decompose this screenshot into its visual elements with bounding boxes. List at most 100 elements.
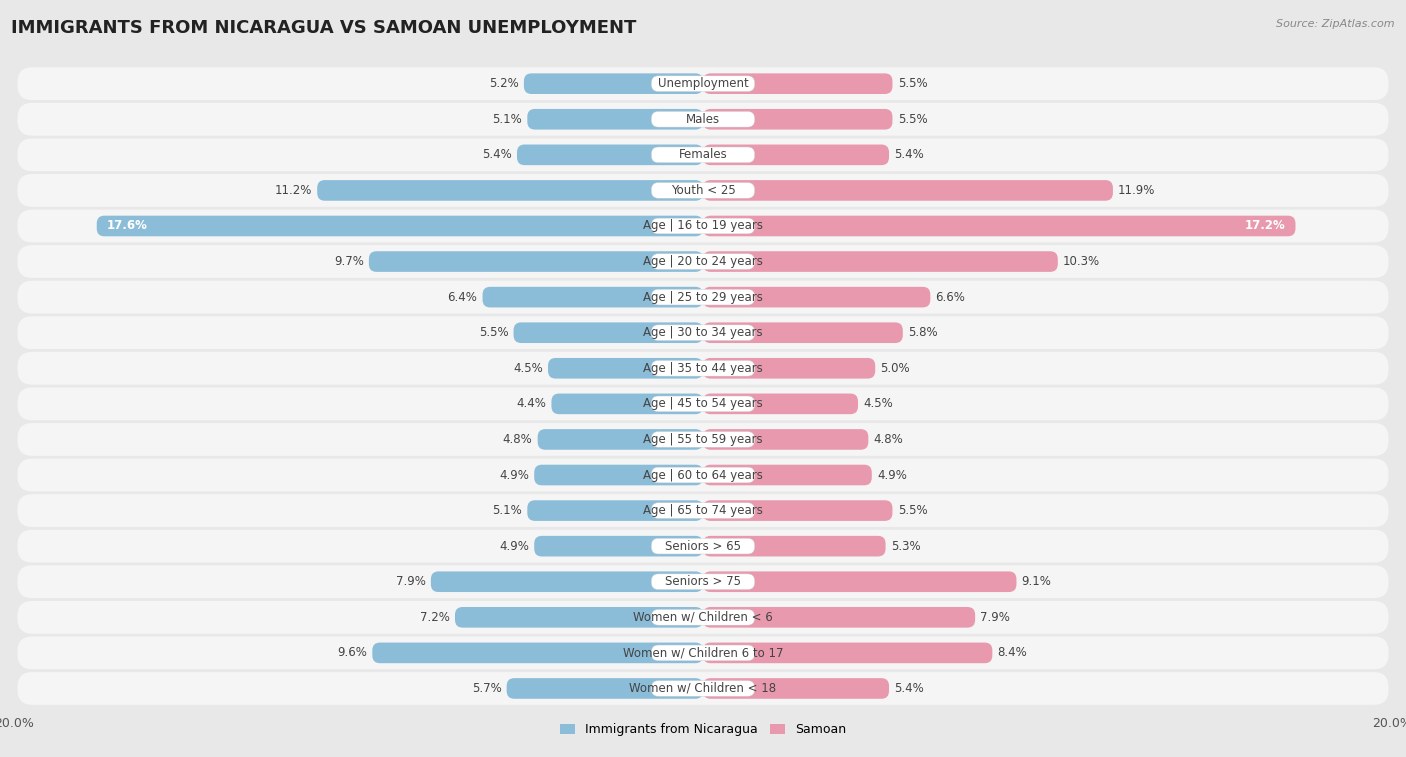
Text: Age | 25 to 29 years: Age | 25 to 29 years (643, 291, 763, 304)
FancyBboxPatch shape (651, 609, 755, 625)
Text: Women w/ Children < 6: Women w/ Children < 6 (633, 611, 773, 624)
FancyBboxPatch shape (527, 109, 703, 129)
FancyBboxPatch shape (703, 145, 889, 165)
Text: Youth < 25: Youth < 25 (671, 184, 735, 197)
FancyBboxPatch shape (456, 607, 703, 628)
FancyBboxPatch shape (651, 289, 755, 305)
FancyBboxPatch shape (703, 536, 886, 556)
Text: 5.3%: 5.3% (891, 540, 921, 553)
Text: 5.1%: 5.1% (492, 504, 522, 517)
Text: 4.9%: 4.9% (877, 469, 907, 481)
FancyBboxPatch shape (703, 394, 858, 414)
Text: 9.6%: 9.6% (337, 646, 367, 659)
Text: Age | 30 to 34 years: Age | 30 to 34 years (643, 326, 763, 339)
Text: 5.5%: 5.5% (897, 77, 927, 90)
Text: 5.2%: 5.2% (489, 77, 519, 90)
Text: 6.6%: 6.6% (935, 291, 966, 304)
FancyBboxPatch shape (17, 67, 1389, 100)
FancyBboxPatch shape (17, 352, 1389, 385)
FancyBboxPatch shape (703, 572, 1017, 592)
FancyBboxPatch shape (651, 503, 755, 519)
FancyBboxPatch shape (651, 396, 755, 412)
FancyBboxPatch shape (17, 601, 1389, 634)
FancyBboxPatch shape (651, 147, 755, 163)
FancyBboxPatch shape (17, 672, 1389, 705)
FancyBboxPatch shape (703, 465, 872, 485)
FancyBboxPatch shape (703, 429, 869, 450)
FancyBboxPatch shape (651, 645, 755, 661)
Text: Age | 55 to 59 years: Age | 55 to 59 years (643, 433, 763, 446)
FancyBboxPatch shape (17, 281, 1389, 313)
FancyBboxPatch shape (703, 287, 931, 307)
FancyBboxPatch shape (17, 423, 1389, 456)
FancyBboxPatch shape (17, 103, 1389, 136)
FancyBboxPatch shape (17, 245, 1389, 278)
FancyBboxPatch shape (651, 431, 755, 447)
Text: 7.9%: 7.9% (980, 611, 1010, 624)
FancyBboxPatch shape (537, 429, 703, 450)
Text: 5.5%: 5.5% (897, 504, 927, 517)
Text: 17.6%: 17.6% (107, 220, 148, 232)
FancyBboxPatch shape (548, 358, 703, 378)
Text: Age | 16 to 19 years: Age | 16 to 19 years (643, 220, 763, 232)
FancyBboxPatch shape (534, 536, 703, 556)
FancyBboxPatch shape (651, 681, 755, 696)
FancyBboxPatch shape (517, 145, 703, 165)
FancyBboxPatch shape (513, 322, 703, 343)
Text: 5.0%: 5.0% (880, 362, 910, 375)
FancyBboxPatch shape (651, 111, 755, 127)
FancyBboxPatch shape (318, 180, 703, 201)
Text: 5.5%: 5.5% (479, 326, 509, 339)
Text: 5.4%: 5.4% (894, 148, 924, 161)
FancyBboxPatch shape (651, 325, 755, 341)
Text: 4.4%: 4.4% (516, 397, 547, 410)
FancyBboxPatch shape (703, 109, 893, 129)
Text: Women w/ Children < 18: Women w/ Children < 18 (630, 682, 776, 695)
FancyBboxPatch shape (482, 287, 703, 307)
FancyBboxPatch shape (703, 607, 976, 628)
Text: Seniors > 65: Seniors > 65 (665, 540, 741, 553)
FancyBboxPatch shape (17, 530, 1389, 562)
FancyBboxPatch shape (651, 360, 755, 376)
Text: 4.9%: 4.9% (499, 540, 529, 553)
FancyBboxPatch shape (651, 467, 755, 483)
FancyBboxPatch shape (651, 218, 755, 234)
FancyBboxPatch shape (17, 388, 1389, 420)
Text: Age | 60 to 64 years: Age | 60 to 64 years (643, 469, 763, 481)
FancyBboxPatch shape (703, 216, 1295, 236)
FancyBboxPatch shape (17, 174, 1389, 207)
FancyBboxPatch shape (703, 73, 893, 94)
FancyBboxPatch shape (524, 73, 703, 94)
FancyBboxPatch shape (17, 494, 1389, 527)
Text: Females: Females (679, 148, 727, 161)
FancyBboxPatch shape (651, 182, 755, 198)
FancyBboxPatch shape (430, 572, 703, 592)
FancyBboxPatch shape (17, 316, 1389, 349)
Text: 7.2%: 7.2% (420, 611, 450, 624)
Text: 17.2%: 17.2% (1244, 220, 1285, 232)
FancyBboxPatch shape (703, 678, 889, 699)
Text: Males: Males (686, 113, 720, 126)
FancyBboxPatch shape (373, 643, 703, 663)
FancyBboxPatch shape (703, 180, 1114, 201)
Text: 4.8%: 4.8% (503, 433, 533, 446)
FancyBboxPatch shape (651, 254, 755, 269)
FancyBboxPatch shape (368, 251, 703, 272)
FancyBboxPatch shape (703, 251, 1057, 272)
Text: 5.4%: 5.4% (482, 148, 512, 161)
FancyBboxPatch shape (703, 322, 903, 343)
Text: 10.3%: 10.3% (1063, 255, 1099, 268)
FancyBboxPatch shape (703, 358, 875, 378)
Text: 5.7%: 5.7% (472, 682, 502, 695)
Text: 4.8%: 4.8% (873, 433, 903, 446)
Text: 5.4%: 5.4% (894, 682, 924, 695)
Text: IMMIGRANTS FROM NICARAGUA VS SAMOAN UNEMPLOYMENT: IMMIGRANTS FROM NICARAGUA VS SAMOAN UNEM… (11, 19, 637, 37)
Text: 4.9%: 4.9% (499, 469, 529, 481)
Text: 5.1%: 5.1% (492, 113, 522, 126)
Text: 6.4%: 6.4% (447, 291, 478, 304)
FancyBboxPatch shape (17, 459, 1389, 491)
FancyBboxPatch shape (651, 574, 755, 590)
Text: 9.7%: 9.7% (333, 255, 364, 268)
FancyBboxPatch shape (651, 538, 755, 554)
FancyBboxPatch shape (534, 465, 703, 485)
